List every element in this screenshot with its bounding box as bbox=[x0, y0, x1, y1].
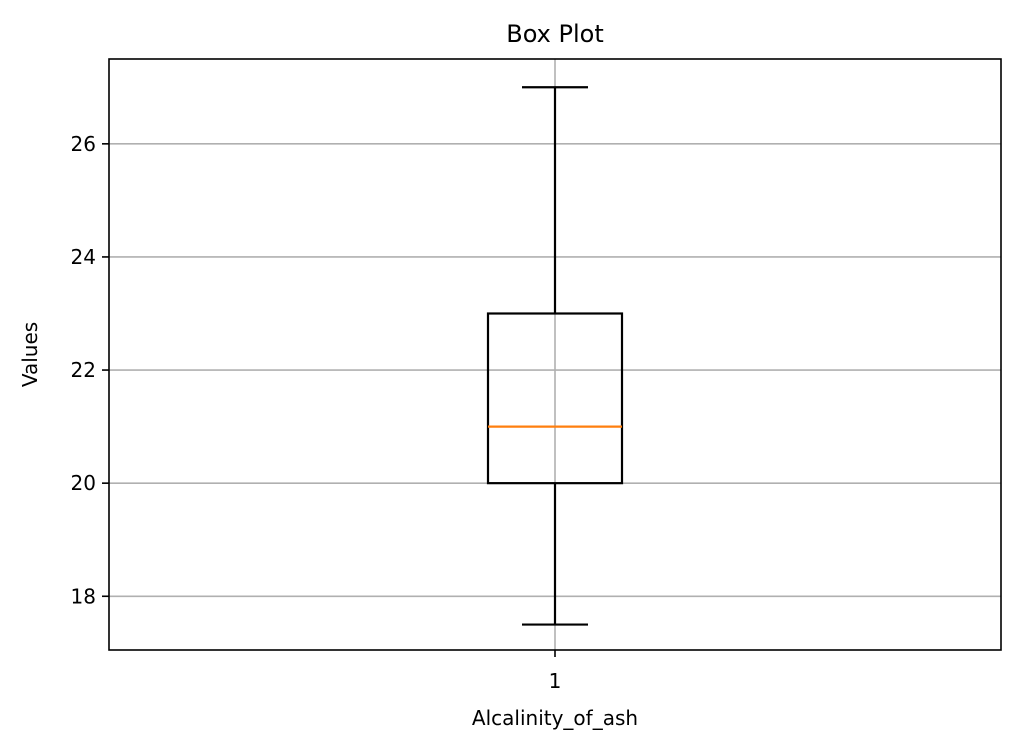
tick-layer: 18 20 22 24 26 1 bbox=[71, 132, 562, 693]
y-tick-label: 26 bbox=[71, 132, 96, 156]
y-axis-label: Values bbox=[18, 322, 42, 387]
x-tick-label: 1 bbox=[549, 669, 562, 693]
y-tick-label: 18 bbox=[71, 584, 96, 608]
x-axis-label: Alcalinity_of_ash bbox=[472, 706, 638, 730]
box-layer bbox=[486, 86, 624, 626]
y-tick-label: 24 bbox=[71, 245, 96, 269]
y-tick-label: 20 bbox=[71, 471, 96, 495]
chart-title: Box Plot bbox=[506, 20, 603, 48]
y-tick-label: 22 bbox=[71, 358, 96, 382]
box-iqr bbox=[486, 312, 624, 485]
